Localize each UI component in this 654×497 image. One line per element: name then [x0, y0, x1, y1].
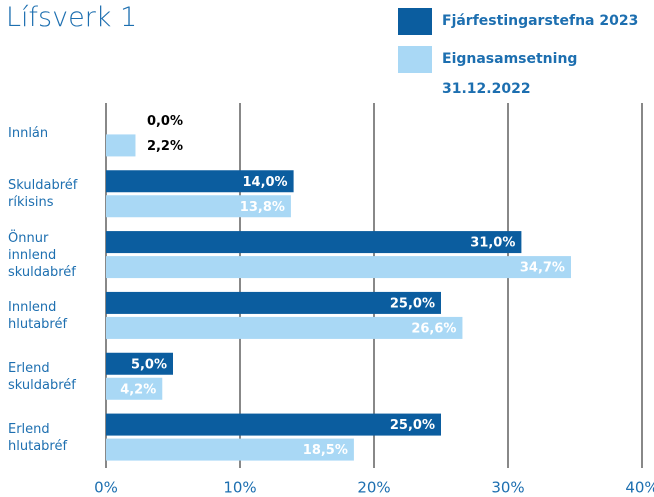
- value-label: 13,8%: [240, 200, 285, 215]
- value-label: 31,0%: [470, 236, 515, 251]
- category-label: Skuldabréf ríkisins: [8, 178, 78, 211]
- bar: [106, 195, 291, 218]
- bar: [106, 438, 354, 461]
- legend-label: Eignasamsetning 31.12.2022: [442, 51, 578, 97]
- value-label: 18,5%: [303, 443, 348, 458]
- value-label: 25,0%: [390, 418, 435, 433]
- x-tick-label: 40%: [625, 479, 654, 497]
- value-label: 5,0%: [131, 357, 167, 372]
- value-label: 25,0%: [390, 296, 435, 311]
- bar: [106, 170, 294, 193]
- x-tick-label: 0%: [94, 479, 118, 497]
- legend-swatch: [398, 8, 432, 35]
- value-label: 34,7%: [520, 261, 565, 276]
- bar: [106, 352, 173, 375]
- bar: [106, 256, 571, 279]
- x-tick-label: 10%: [223, 479, 256, 497]
- value-label: 2,2%: [147, 139, 183, 154]
- x-tick-label: 30%: [491, 479, 524, 497]
- bar: [106, 134, 136, 157]
- legend-label: Fjárfestingarstefna 2023: [442, 13, 639, 29]
- category-label: Erlend hlutabréf: [8, 421, 68, 454]
- category-label: Erlend skuldabréf: [8, 360, 76, 393]
- chart-title: Lífsverk 1: [6, 2, 138, 33]
- bar: [106, 377, 163, 400]
- legend-swatch: [398, 46, 432, 73]
- value-label: 4,2%: [120, 382, 156, 397]
- category-label: Innlend hlutabréf: [8, 299, 68, 332]
- category-label: Innlán: [8, 125, 49, 141]
- bar: [106, 291, 441, 314]
- value-label: 26,6%: [411, 321, 456, 336]
- x-tick-label: 20%: [357, 479, 390, 497]
- bar: [106, 316, 463, 339]
- value-label: 0,0%: [147, 114, 183, 129]
- value-label: 14,0%: [242, 175, 287, 190]
- bar: [106, 413, 441, 436]
- bar: [106, 231, 522, 254]
- category-label: Önnur innlend skuldabréf: [8, 230, 76, 280]
